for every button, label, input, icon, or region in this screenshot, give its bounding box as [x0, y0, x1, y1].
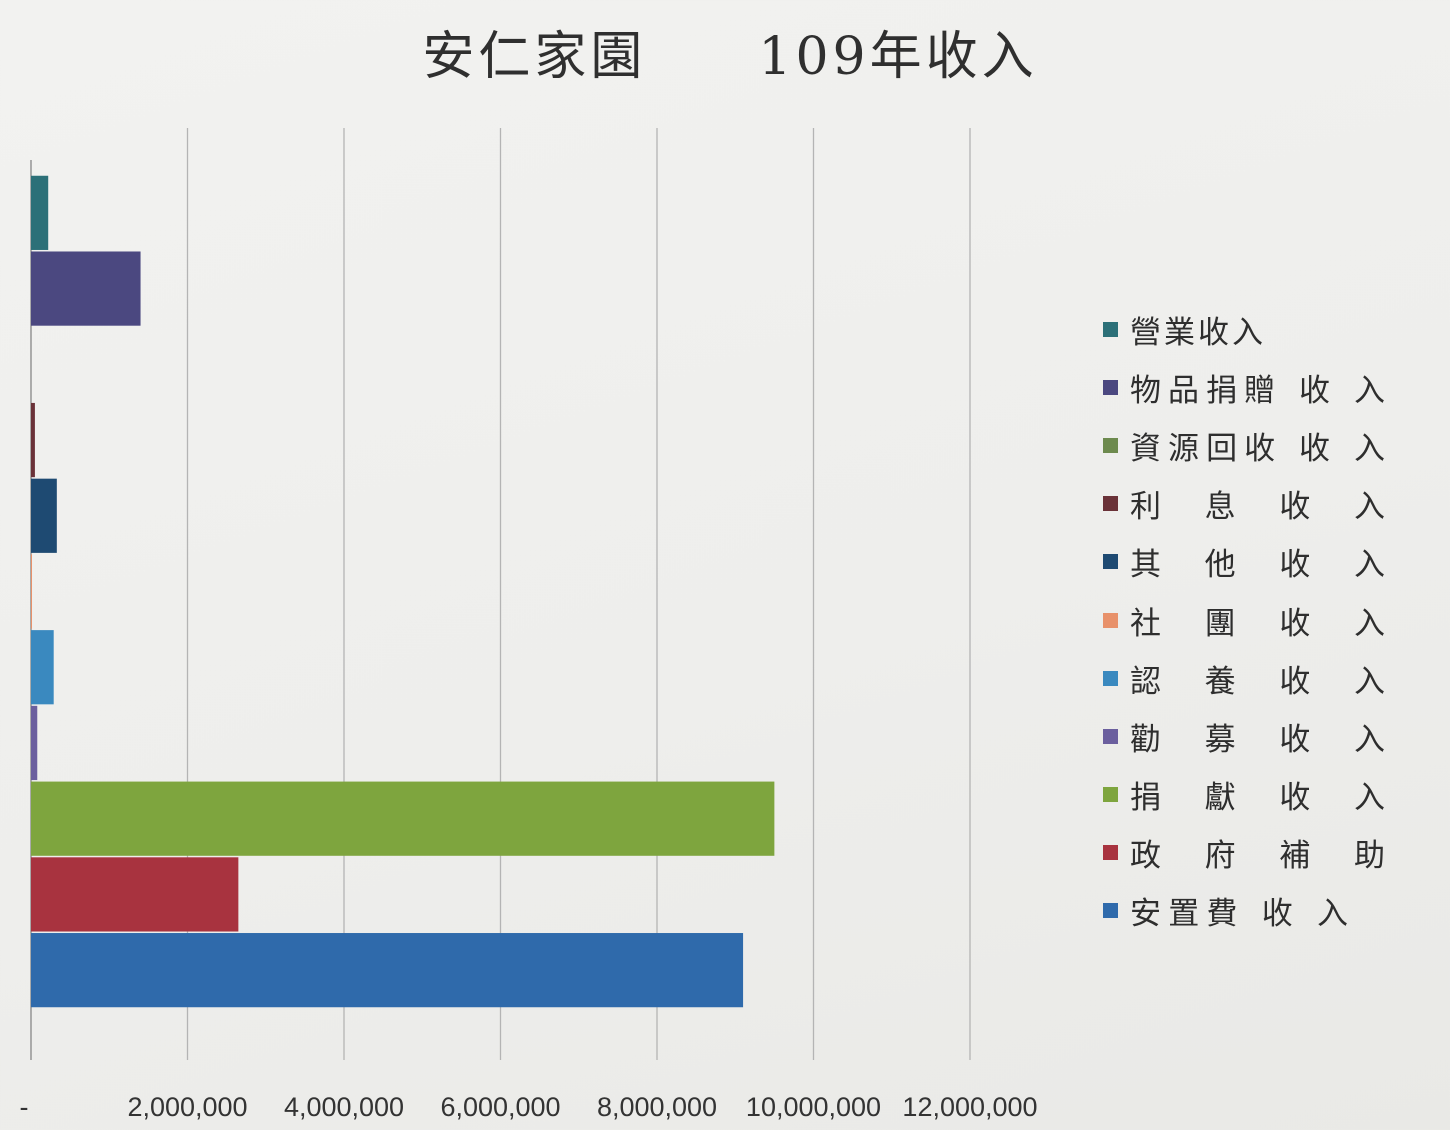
legend-item: 社 團 收 入: [1103, 591, 1385, 649]
legend-item: 政 府 補 助: [1103, 824, 1385, 882]
bar: [31, 402, 35, 478]
x-tick-label: 2,000,000: [127, 1092, 247, 1122]
bar: [31, 175, 49, 250]
legend-label: 政 府 補 助: [1130, 838, 1385, 875]
x-tick-label: 6,000,000: [440, 1092, 560, 1122]
bar: [31, 857, 239, 932]
legend-label: 營業收入: [1130, 314, 1266, 351]
legend-item: 營業收入: [1103, 300, 1385, 358]
x-tick-label: 12,000,000: [902, 1092, 1037, 1122]
legend-item: 資源回收 收 入: [1103, 416, 1385, 474]
bar: [31, 933, 744, 1008]
x-tick-label: -: [20, 1092, 29, 1122]
legend-label: 其 他 收 入: [1130, 547, 1385, 584]
x-tick-label: 8,000,000: [597, 1092, 717, 1122]
bar: [31, 705, 38, 781]
legend-swatch: [1103, 554, 1118, 570]
legend-item: 捐 獻 收 入: [1103, 766, 1385, 824]
legend-label: 捐 獻 收 入: [1130, 780, 1385, 817]
x-tick-label: 10,000,000: [746, 1092, 881, 1122]
legend-item: 物品捐贈 收 入: [1103, 358, 1385, 416]
legend-item: 認 養 收 入: [1103, 649, 1385, 707]
bar: [31, 251, 141, 326]
legend-label: 物品捐贈 收 入: [1130, 372, 1385, 409]
legend-item: 勸 募 收 入: [1103, 707, 1385, 765]
legend-label: 認 養 收 入: [1130, 663, 1385, 700]
legend: 營業收入物品捐贈 收 入資源回收 收 入利 息 收 入其 他 收 入社 團 收 …: [1103, 300, 1385, 940]
bar: [31, 554, 32, 629]
bar: [31, 781, 775, 856]
legend-swatch: [1103, 496, 1118, 512]
bar: [31, 630, 54, 705]
bar: [31, 478, 57, 553]
legend-label: 利 息 收 入: [1130, 489, 1385, 526]
legend-swatch: [1103, 845, 1118, 861]
legend-item: 利 息 收 入: [1103, 475, 1385, 533]
x-tick-label: 4,000,000: [284, 1092, 404, 1122]
legend-swatch: [1103, 437, 1118, 453]
legend-swatch: [1103, 728, 1118, 744]
legend-swatch: [1103, 321, 1118, 337]
legend-item: 其 他 收 入: [1103, 533, 1385, 591]
legend-swatch: [1103, 379, 1118, 395]
legend-swatch: [1103, 787, 1118, 803]
legend-swatch: [1103, 903, 1118, 919]
legend-item: 安置費 收 入: [1103, 882, 1385, 940]
legend-label: 安置費 收 入: [1130, 896, 1348, 933]
legend-label: 資源回收 收 入: [1130, 430, 1385, 467]
legend-swatch: [1103, 670, 1118, 686]
chart-title: 安仁家園 109年收入: [422, 27, 1038, 87]
legend-label: 社 團 收 入: [1130, 605, 1385, 642]
legend-label: 勸 募 收 入: [1130, 721, 1385, 758]
legend-swatch: [1103, 612, 1118, 628]
